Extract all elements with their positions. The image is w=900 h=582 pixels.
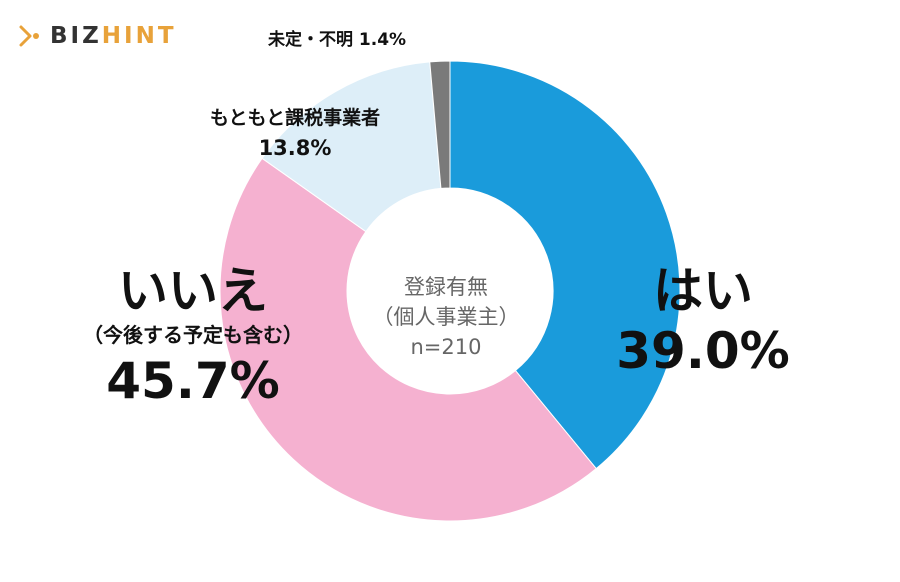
center-label-line2: （個人事業主） (372, 305, 520, 329)
slice-label-exempt-pct: 13.8% (258, 136, 332, 160)
donut-slice-no (219, 157, 597, 522)
slice-label-no: いいえ （今後する予定も含む） 45.7% (58, 262, 328, 412)
logo-accent: HINT (101, 23, 177, 49)
donut-slice-exempt (261, 61, 442, 233)
slice-label-unknown: 未定・不明 1.4% (268, 28, 406, 52)
center-label-line1: 登録有無 (404, 275, 488, 299)
center-label-line3: n=210 (410, 335, 482, 359)
bizhint-logo: BIZHINT (18, 20, 177, 52)
slice-label-exempt-name: もともと課税事業者 (209, 107, 381, 129)
slice-label-no-sublabel: （今後する予定も含む） (83, 323, 303, 347)
slice-label-exempt: もともと課税事業者 13.8% (165, 103, 425, 163)
logo-prefix: BIZ (50, 23, 102, 49)
slice-label-no-pct: 45.7% (106, 352, 280, 410)
slice-label-unknown-name: 未定・不明 (268, 30, 353, 50)
slice-label-unknown-pct: 1.4% (358, 30, 407, 50)
donut-slice-yes (449, 60, 681, 470)
logo-mark-icon (19, 25, 39, 47)
logo-text: BIZHINT (50, 23, 177, 49)
slice-label-no-name: いいえ (118, 262, 268, 320)
donut-slice-unknown (429, 60, 451, 189)
slice-label-yes: はい 39.0% (608, 262, 798, 382)
center-label: 登録有無 （個人事業主） n=210 (346, 272, 546, 362)
slice-label-yes-pct: 39.0% (616, 322, 790, 380)
slice-label-yes-name: はい (653, 262, 753, 320)
